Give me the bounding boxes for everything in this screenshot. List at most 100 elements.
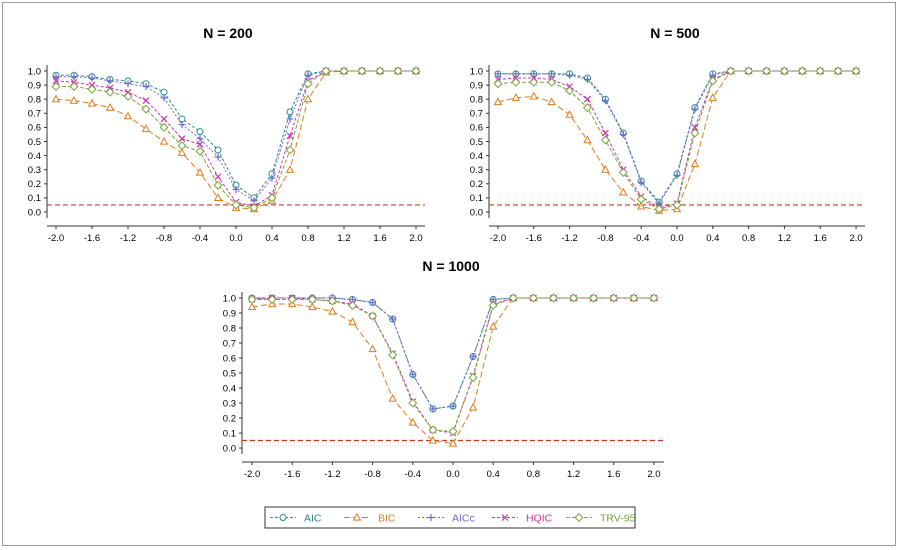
data-point bbox=[369, 299, 377, 306]
series-trv-95 bbox=[493, 66, 861, 214]
x-tick-label: 2.0 bbox=[849, 233, 862, 244]
series-line bbox=[252, 297, 654, 433]
data-point bbox=[247, 294, 257, 305]
data-point bbox=[468, 372, 478, 383]
y-tick-label: 0.5 bbox=[470, 137, 483, 148]
data-point bbox=[529, 77, 539, 87]
data-point bbox=[636, 201, 646, 210]
data-point bbox=[601, 129, 609, 137]
x-tick-label: -0.8 bbox=[597, 233, 613, 244]
data-point bbox=[512, 70, 520, 78]
data-point bbox=[357, 66, 367, 76]
data-point bbox=[601, 97, 609, 105]
data-point bbox=[286, 132, 294, 140]
y-tick-label: 0.2 bbox=[28, 179, 41, 190]
data-point bbox=[815, 66, 825, 76]
chart-panel-1: N = 200 0.0 0.1 0.2 0.3 0.4 0.5 0.6 0.7 0.8 0.9 1.0… bbox=[28, 25, 425, 244]
data-point bbox=[70, 73, 78, 81]
data-point bbox=[160, 94, 168, 102]
data-point bbox=[619, 187, 628, 196]
y-tick-label: 1.0 bbox=[28, 66, 41, 77]
legend-item-hqic: HQIC bbox=[492, 512, 553, 524]
data-point bbox=[511, 77, 521, 87]
series-line bbox=[497, 70, 857, 205]
chart-title: N = 1000 bbox=[422, 258, 479, 274]
data-point bbox=[88, 74, 96, 82]
data-point bbox=[106, 77, 114, 85]
data-point bbox=[304, 71, 312, 79]
data-point bbox=[196, 135, 204, 143]
data-point bbox=[797, 66, 807, 76]
x-tick-label: 0.8 bbox=[527, 469, 540, 480]
data-point bbox=[629, 293, 639, 303]
data-point bbox=[409, 371, 417, 378]
data-point bbox=[508, 293, 518, 303]
data-point bbox=[618, 168, 628, 178]
legend-marker bbox=[427, 514, 435, 521]
data-point bbox=[328, 306, 337, 315]
y-tick-label: 0.7 bbox=[28, 109, 41, 120]
data-point bbox=[196, 128, 204, 136]
data-point bbox=[348, 300, 358, 311]
data-point bbox=[690, 128, 700, 138]
data-point bbox=[488, 300, 498, 311]
data-point bbox=[582, 103, 592, 113]
data-point bbox=[368, 344, 377, 353]
series-line bbox=[497, 70, 857, 210]
data-point bbox=[51, 94, 61, 103]
legend-label: AIC bbox=[304, 512, 322, 524]
data-point bbox=[123, 111, 133, 120]
data-point bbox=[547, 77, 557, 87]
legend-label: AICc bbox=[452, 512, 475, 524]
x-tick-label: 1.2 bbox=[778, 233, 791, 244]
data-point bbox=[673, 171, 681, 179]
data-point bbox=[511, 93, 521, 101]
data-point bbox=[744, 66, 754, 76]
y-tick-label: 0.4 bbox=[223, 383, 236, 394]
data-point bbox=[762, 66, 772, 76]
data-point bbox=[141, 104, 151, 114]
x-tick-label: 0.4 bbox=[265, 233, 278, 244]
data-point bbox=[547, 97, 556, 106]
data-point bbox=[691, 123, 699, 131]
data-point bbox=[142, 83, 150, 91]
x-tick-label: 1.2 bbox=[337, 233, 350, 244]
x-tick-label: 2.0 bbox=[647, 469, 660, 480]
x-tick-label: 0.8 bbox=[301, 233, 314, 244]
data-point bbox=[548, 70, 556, 78]
data-point bbox=[307, 294, 317, 305]
x-tick-label: -0.4 bbox=[633, 233, 649, 244]
x-tick-label: 0.0 bbox=[446, 469, 459, 480]
data-point bbox=[469, 353, 477, 360]
data-point bbox=[530, 70, 538, 78]
x-tick-label: -1.6 bbox=[84, 233, 100, 244]
data-point bbox=[408, 398, 418, 408]
data-point bbox=[214, 173, 222, 181]
y-tick-label: 0.3 bbox=[28, 165, 41, 176]
data-point bbox=[69, 82, 79, 92]
data-point bbox=[286, 108, 294, 116]
data-point bbox=[267, 294, 277, 305]
data-point bbox=[708, 76, 718, 86]
data-point bbox=[303, 94, 313, 103]
data-point bbox=[528, 293, 538, 303]
data-point bbox=[448, 426, 458, 437]
data-point bbox=[779, 66, 789, 76]
y-tick-label: 0.3 bbox=[223, 398, 236, 409]
data-point bbox=[494, 70, 502, 78]
chart-panel-2: N = 500 0.0 0.1 0.2 0.3 0.4 0.5 0.6 0.7 0.8 0.9 1.0… bbox=[470, 25, 865, 244]
legend-item-aicc: AICc bbox=[418, 512, 475, 524]
data-point bbox=[691, 105, 699, 113]
series-line bbox=[251, 297, 654, 445]
data-point bbox=[123, 91, 133, 101]
data-point bbox=[178, 135, 186, 143]
y-tick-label: 0.6 bbox=[470, 123, 483, 134]
series-bic bbox=[493, 66, 861, 214]
data-point bbox=[249, 203, 259, 213]
x-tick-label: 0.4 bbox=[487, 469, 500, 480]
x-tick-label: 0.8 bbox=[742, 233, 755, 244]
series-trv-95 bbox=[247, 293, 659, 437]
data-point bbox=[589, 293, 599, 303]
